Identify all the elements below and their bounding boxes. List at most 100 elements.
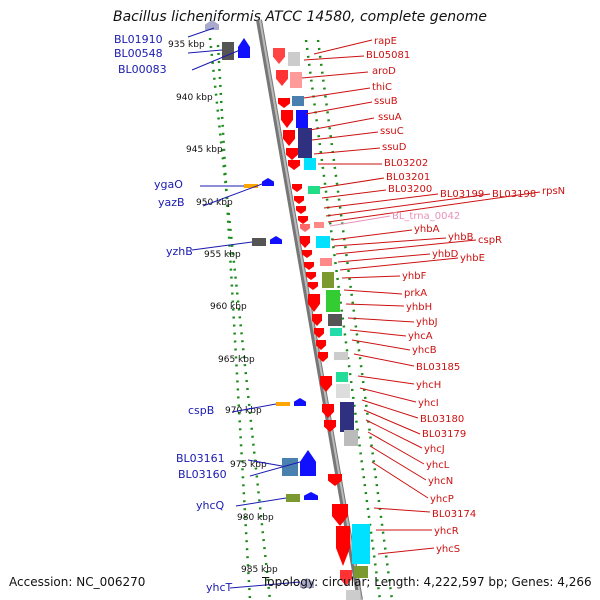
gene-prka: [322, 272, 334, 288]
gene-label-yhbh: yhbH: [406, 302, 432, 313]
gene-label-ssuc: ssuC: [380, 126, 404, 137]
gene-label-yhca: yhcA: [408, 331, 433, 342]
gene-label-thic: thiC: [372, 82, 392, 93]
gene-label-yhcs: yhcS: [436, 544, 460, 555]
scale-tick-label: 975 kbp: [230, 460, 267, 470]
leader-arod: [301, 71, 369, 79]
gene-label-bl03202: BL03202: [384, 158, 428, 169]
gene-label-ygao: ygaO: [154, 178, 183, 191]
leader-bl03160: [249, 461, 301, 477]
leader-yhcp: [371, 461, 429, 499]
leader-ssuc: [311, 131, 379, 141]
scale-tick-label: 985 kbp: [241, 565, 278, 575]
gene-yhba: [300, 236, 310, 248]
leader-yhcb: [351, 339, 411, 351]
leader-cspb: [231, 403, 277, 413]
gene-yhca: [328, 314, 342, 326]
gene-label-yhba: yhbA: [414, 224, 440, 235]
gene-label-bl03160: BL03160: [178, 468, 227, 481]
gene-yhbb: [316, 236, 330, 248]
gene-label-ssua: ssuA: [378, 112, 402, 123]
gene-yhcq-b: [304, 492, 318, 500]
gene-extra-a: [340, 570, 352, 586]
gene-label-yhbf: yhbF: [402, 271, 427, 282]
gene-label-rpsn: rpsN: [542, 186, 565, 197]
scale-tick-label: 940 kbp: [176, 93, 213, 103]
leader-yhba: [331, 229, 413, 241]
gene-cspb-b: [294, 398, 306, 406]
gene-ssub-b: [292, 96, 304, 106]
gene-label-bl01910: BL01910: [114, 33, 163, 46]
leader-yhbd: [337, 253, 431, 263]
gene-bl03179: [318, 352, 328, 362]
gene-label-bl00083: BL00083: [118, 63, 167, 76]
gene-label-yhcj: yhcJ: [424, 444, 445, 455]
gene-yhcs: [336, 526, 350, 566]
leader-bl03161: [247, 459, 283, 467]
gene-label-bl03174: BL03174: [432, 509, 476, 520]
gene-label-yhbj: yhbJ: [416, 317, 438, 328]
leader-bl03185: [353, 353, 415, 367]
leader-yhbe: [339, 257, 459, 271]
leader-bl01910: [187, 27, 215, 38]
leader-yhbh: [345, 303, 405, 307]
gene-yhcp-b: [344, 430, 358, 446]
scale-tick-label: 965 kbp: [218, 355, 255, 365]
leader-ssub: [305, 101, 373, 115]
leader-yhcj: [365, 419, 423, 449]
gene-cspb: [276, 402, 290, 406]
scale-tick-label: 945 kbp: [186, 145, 223, 155]
gene-yzhb-b: [270, 236, 282, 244]
gene-label-yhcr: yhcR: [434, 526, 459, 537]
leader-yzhb: [191, 241, 253, 251]
leader-ssud: [313, 147, 381, 155]
gene-label-arod: aroD: [372, 66, 396, 77]
gene-label-rape: rapE: [374, 36, 397, 47]
gene-bl03161: [282, 458, 298, 476]
gene-label-bl03185: BL03185: [416, 362, 460, 373]
gene-extra-b: [346, 590, 360, 600]
leader-cspr: [335, 239, 477, 255]
gene-bl01910: [205, 20, 219, 30]
gene-label-yazb: yazB: [158, 196, 185, 209]
gene-label-cspr: cspR: [478, 235, 502, 246]
gene-label-bl03200: BL03200: [388, 184, 432, 195]
gene-bl00548: [222, 42, 234, 60]
gene-rape: [273, 48, 285, 64]
gene-ssub: [278, 98, 290, 108]
gene-bl03201-b: [308, 186, 320, 194]
gene-label-bl-trna-0042: BL_trna_0042: [392, 211, 460, 222]
backbone-highlight: [259, 19, 362, 600]
leader-yhci: [359, 387, 417, 403]
gene-label-yhch: yhcH: [416, 380, 441, 391]
scale-ticks-layer: 935 kbp 940 kbp 945 kbp 950 kbp 955 kbp 960 k…: [168, 37, 394, 600]
gene-yhct: [300, 578, 314, 588]
gene-bl03198: [298, 216, 308, 224]
leader-yhbb: [333, 237, 447, 247]
scale-tick-label: 935 kbp: [168, 40, 205, 50]
leader-yhbf: [341, 275, 401, 279]
gene-label-yhcn: yhcN: [428, 476, 453, 487]
leader-yhct: [229, 581, 301, 589]
gene-label-yhcp: yhcP: [430, 494, 454, 505]
gene-label-cspb: cspB: [188, 404, 214, 417]
gene-bl03185: [330, 328, 342, 336]
leader-yazb: [202, 183, 263, 207]
gene-rpsn: [300, 224, 310, 232]
leader-bl03199: [323, 193, 439, 209]
backbone-layer: [256, 19, 363, 600]
gene-ygao: [244, 184, 258, 188]
gene-yhcs-c: [354, 566, 368, 578]
gene-label-ssud: ssuD: [382, 142, 407, 153]
leader-yhcq: [235, 497, 287, 507]
gene-label-prka: prkA: [404, 288, 427, 299]
leader-bl03174: [373, 507, 431, 513]
leader-bl03180: [361, 399, 419, 419]
gene-yhcj: [336, 372, 348, 382]
gene-label-bl03199: BL03199: [440, 189, 484, 200]
scale-tick-label: 980 kbp: [237, 513, 274, 523]
gene-bl05081: [288, 52, 300, 66]
gene-thic: [290, 72, 302, 88]
